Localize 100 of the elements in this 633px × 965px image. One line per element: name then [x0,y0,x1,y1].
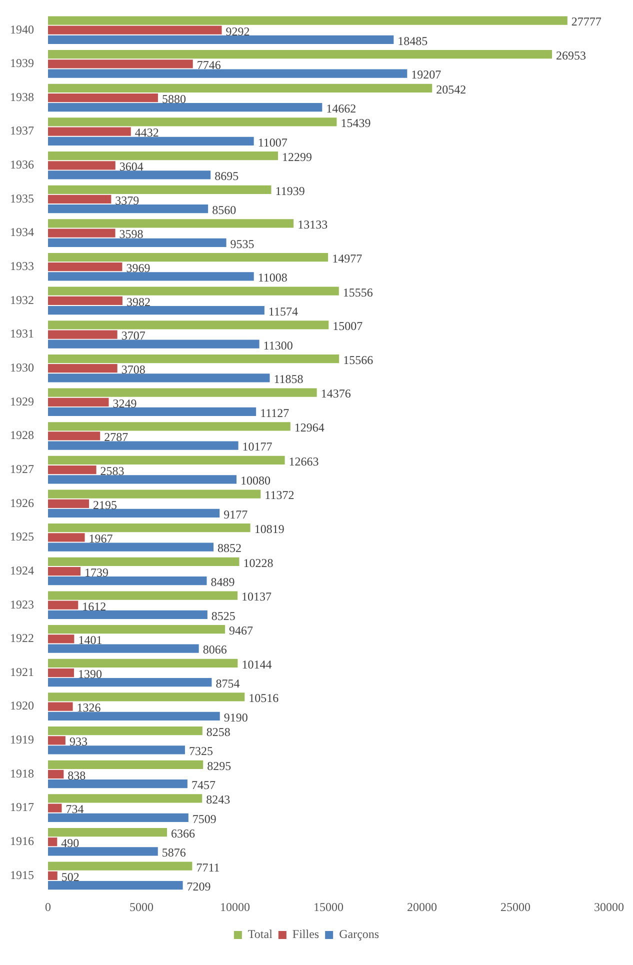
y-tick-label: 1931 [10,326,34,341]
data-label: 7711 [196,860,220,874]
data-label: 11939 [275,184,305,198]
data-label: 8243 [206,792,230,807]
bar [48,262,122,272]
y-tick-label: 1930 [10,360,34,374]
data-label: 27777 [571,14,602,29]
y-tick-label: 1918 [10,766,34,780]
bar [48,600,78,610]
bar [48,407,256,416]
bar [48,746,185,754]
bar [48,702,73,711]
bar [48,152,278,160]
bar [48,228,116,238]
data-label: 11127 [260,406,290,420]
data-label: 15566 [343,352,374,367]
data-label: 8258 [206,724,230,739]
data-label: 5876 [162,846,186,860]
data-label: 13133 [298,218,328,232]
bar [48,760,204,769]
y-tick-label: 1927 [10,462,34,476]
bar [48,533,85,542]
bar [48,726,202,736]
y-tick-label: 1933 [10,259,34,274]
bar [48,35,394,44]
data-label: 11007 [258,135,288,150]
y-tick-label: 1936 [10,158,34,172]
y-tick-label: 1939 [10,56,34,70]
bar [48,26,222,34]
data-label: 7209 [186,879,211,894]
bar [48,871,58,880]
data-label: 12964 [294,420,324,435]
bar [48,354,340,364]
x-tick-label: 5000 [130,900,154,914]
data-label: 734 [66,802,84,816]
data-label: 5880 [162,92,186,106]
bar [48,204,208,214]
data-label: 1401 [78,633,102,648]
bar [48,625,226,634]
data-label: 14662 [326,101,356,116]
y-tick-label: 1915 [10,868,34,882]
data-label: 15439 [340,116,371,130]
bar [48,441,238,450]
x-tick-label: 20000 [407,900,437,914]
data-label: 2195 [93,498,118,512]
y-tick-label: 1925 [10,530,34,544]
data-label: 9467 [229,624,254,638]
bar [48,320,329,330]
data-label: 2583 [100,464,124,478]
y-tick-label: 1935 [10,191,34,206]
data-label: 2787 [104,430,128,444]
bar [48,566,81,576]
data-label: 3708 [121,362,146,376]
legend-label: Garçons [339,927,380,942]
bar [48,50,552,59]
x-tick-label: 30000 [594,900,624,914]
data-label: 9190 [224,710,248,724]
bar [48,499,90,508]
bar [48,127,131,136]
bar [48,736,66,745]
bar [48,422,290,431]
data-label: 8066 [202,642,227,657]
bar [48,466,96,474]
data-label: 18485 [398,34,428,48]
bar [48,364,118,373]
bar [48,610,208,619]
x-tick-label: 0 [45,900,51,914]
data-label: 3707 [121,328,146,343]
bar [48,252,328,262]
y-tick-label: 1917 [10,800,34,814]
y-tick-label: 1926 [10,496,34,510]
data-label: 838 [68,768,86,782]
bar [48,118,337,126]
bar [48,432,100,440]
bar [48,557,240,566]
data-label: 8560 [212,202,236,217]
data-label: 7325 [188,744,213,758]
data-label: 7457 [191,778,216,792]
bar [48,238,226,247]
data-label: 10137 [242,590,272,604]
data-label: 11858 [274,372,304,386]
y-tick-label: 1928 [10,428,34,442]
data-label: 9177 [224,507,248,522]
data-label: 10144 [242,657,272,672]
bar [48,16,568,25]
bar [48,194,112,204]
y-tick-label: 1919 [10,732,34,747]
data-label: 1326 [76,700,101,715]
bar [48,170,211,180]
bar [48,374,270,382]
y-tick-label: 1922 [10,631,34,646]
bar [48,69,408,78]
bar [48,508,220,518]
y-tick-label: 1938 [10,90,34,104]
bar [48,296,122,306]
data-label: 10516 [248,691,279,706]
data-label: 10177 [242,440,272,454]
bar [48,475,236,484]
y-tick-label: 1921 [10,664,34,679]
x-tick-label: 10000 [220,900,250,914]
